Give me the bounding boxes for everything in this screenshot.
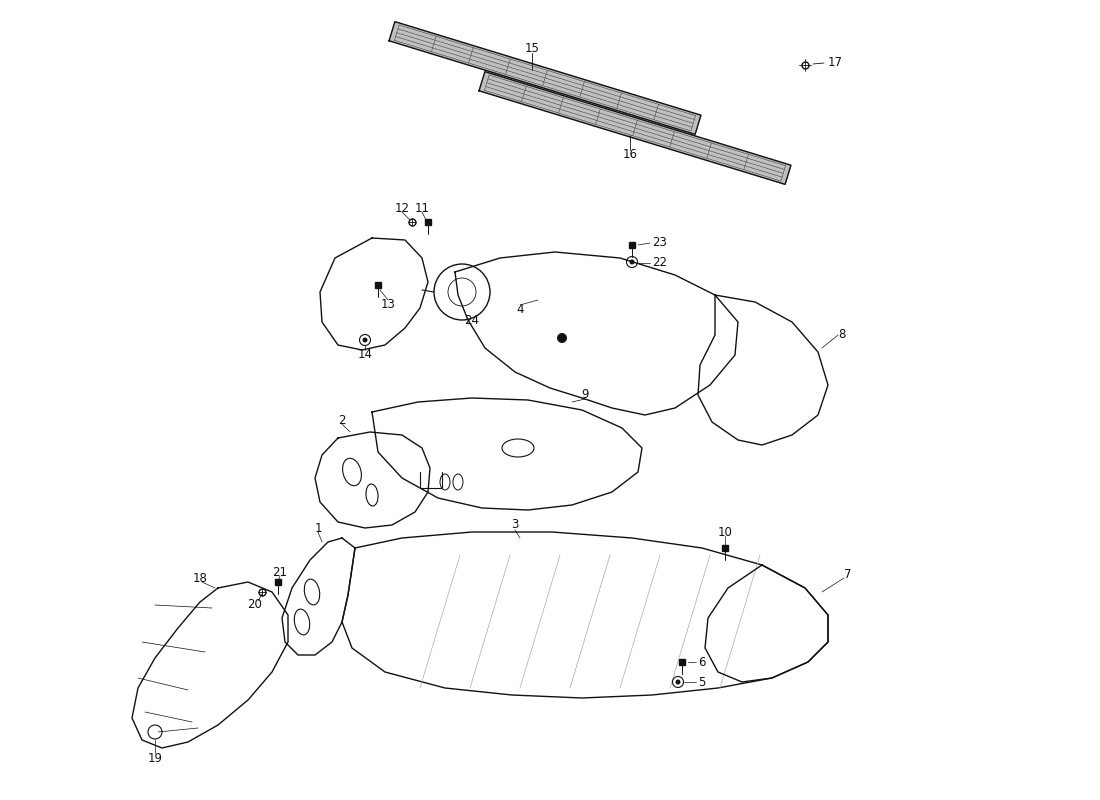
Polygon shape [282, 538, 355, 655]
Polygon shape [132, 582, 288, 748]
Text: 9: 9 [581, 389, 589, 402]
Text: 13: 13 [381, 298, 395, 311]
Text: 12: 12 [395, 202, 409, 214]
Text: 7: 7 [845, 569, 851, 582]
Polygon shape [455, 252, 738, 415]
Text: 24: 24 [464, 314, 480, 326]
Circle shape [675, 679, 681, 685]
Polygon shape [342, 532, 828, 698]
Polygon shape [698, 295, 828, 445]
Text: 11: 11 [415, 202, 429, 214]
Circle shape [557, 333, 566, 343]
Circle shape [363, 338, 367, 342]
Text: 3: 3 [512, 518, 519, 531]
Text: 23: 23 [652, 235, 667, 249]
Text: 20: 20 [248, 598, 263, 611]
Text: 8: 8 [838, 329, 846, 342]
Text: 16: 16 [623, 149, 638, 162]
Text: 17: 17 [828, 55, 843, 69]
Text: 19: 19 [147, 751, 163, 765]
Text: 18: 18 [192, 571, 208, 585]
Polygon shape [480, 72, 791, 184]
Text: 21: 21 [273, 566, 287, 578]
Text: 14: 14 [358, 349, 373, 362]
Polygon shape [320, 238, 428, 350]
Text: 15: 15 [525, 42, 539, 54]
Circle shape [629, 259, 635, 265]
Polygon shape [315, 432, 430, 528]
Polygon shape [389, 22, 701, 134]
Text: 2: 2 [339, 414, 345, 426]
Text: 4: 4 [516, 303, 524, 317]
Polygon shape [372, 398, 642, 510]
Text: 22: 22 [652, 255, 667, 269]
Text: 5: 5 [698, 675, 705, 689]
Text: 10: 10 [717, 526, 733, 538]
Polygon shape [705, 565, 828, 682]
Text: 6: 6 [698, 655, 705, 669]
Text: 1: 1 [315, 522, 321, 534]
